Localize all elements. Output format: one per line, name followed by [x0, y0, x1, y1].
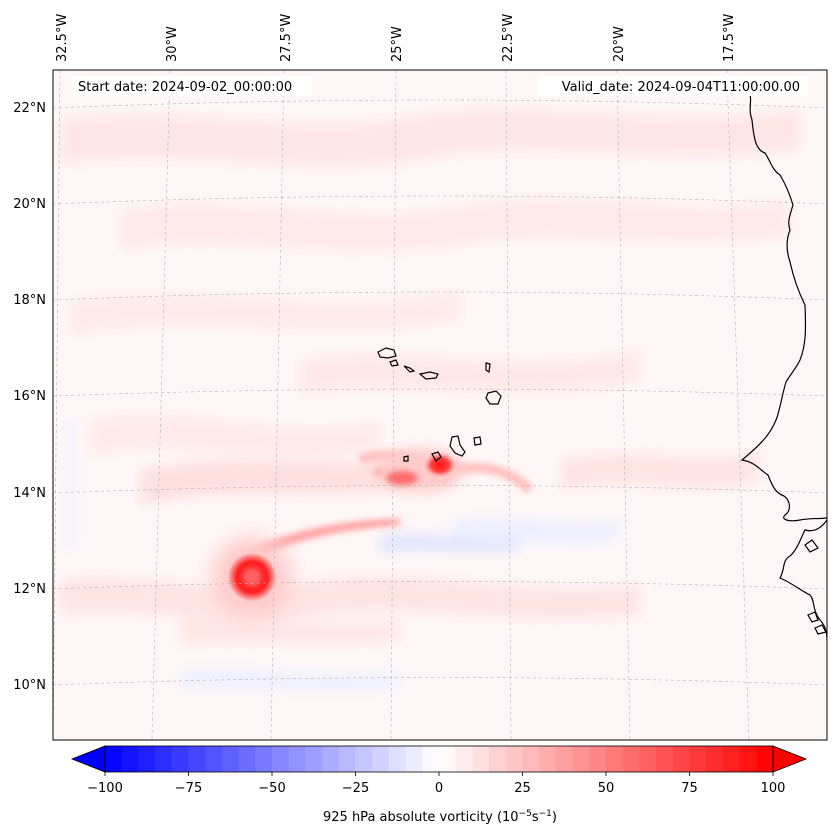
lon-label: 20°W [612, 26, 627, 62]
lat-label: 18°N [13, 293, 46, 308]
colorbar-cell [105, 746, 123, 772]
colorbar-cell [472, 746, 490, 772]
longitude-labels: 32.5°W 30°W 27.5°W 25°W 22.5°W 20°W 17.5… [55, 14, 737, 62]
lon-label: 27.5°W [279, 14, 294, 62]
colorbar-cell [606, 746, 624, 772]
island-sao-nicolau [403, 365, 416, 373]
colorbar-tick-label: 50 [598, 781, 615, 796]
lat-label: 16°N [13, 389, 46, 404]
latitude-labels: 22°N 20°N 18°N 16°N 14°N 12°N 10°N [13, 101, 46, 693]
island-maio [473, 436, 482, 446]
colorbar-tick-label: −100 [87, 781, 123, 796]
start-date-label: Start date: 2024-09-02_00:00:00 [78, 80, 292, 95]
colorbar-cell [405, 746, 423, 772]
colorbar-cell [756, 746, 774, 772]
colorbar-tick-label: −75 [175, 781, 202, 796]
colorbar-cell [355, 746, 373, 772]
colorbar-cell [121, 746, 139, 772]
african-coastline [740, 94, 827, 641]
colorbar-cell [338, 746, 356, 772]
vortex-b[interactable] [375, 448, 465, 492]
colorbar-cell [422, 746, 440, 772]
colorbar-tick-label: 100 [761, 781, 786, 796]
vortex-a[interactable] [212, 537, 292, 617]
colorbar-cell [171, 746, 189, 772]
colorbar-cell [238, 746, 256, 772]
colorbar-cell [689, 746, 707, 772]
colorbar-tick-label: −25 [342, 781, 369, 796]
island-fogo [431, 451, 442, 462]
colorbar-cell [138, 746, 156, 772]
colorbar-cells [105, 746, 774, 772]
lon-label: 32.5°W [55, 14, 70, 62]
lat-label: 22°N [13, 101, 46, 116]
lat-label: 12°N [13, 582, 46, 597]
colorbar-cell [188, 746, 206, 772]
lon-label: 30°W [165, 26, 180, 62]
map-panel[interactable] [53, 70, 827, 740]
lon-label: 22.5°W [501, 14, 516, 62]
vorticity-field [60, 108, 800, 692]
colorbar-cell [539, 746, 557, 772]
colorbar-cell [255, 746, 273, 772]
island-santa-luzia [418, 371, 439, 380]
graticule [53, 70, 827, 740]
colorbar-cell [388, 746, 407, 772]
island-sal [485, 362, 491, 374]
valid-date-box [538, 76, 808, 96]
colorbar-cell [706, 746, 724, 772]
colorbar-cell [555, 746, 574, 772]
colorbar-cell [155, 746, 173, 772]
colorbar-tick-label: 75 [681, 781, 698, 796]
lon-label: 25°W [390, 26, 405, 62]
colorbar-cell [505, 746, 523, 772]
island-santo-antao [377, 347, 397, 359]
start-date-box [72, 76, 312, 96]
valid-date-label: Valid_date: 2024-09-04T11:00:00.00 [562, 80, 800, 95]
lat-label: 14°N [13, 486, 46, 501]
colorbar-tick-label: 0 [435, 781, 443, 796]
colorbar-cell [639, 746, 657, 772]
colorbar-cell [455, 746, 473, 772]
colorbar-cell [489, 746, 507, 772]
map-frame [52, 69, 828, 741]
colorbar-tick-label: 25 [514, 781, 531, 796]
colorbar-arrow-min [70, 745, 106, 773]
cape-verde-islands [377, 347, 502, 462]
colorbar-cell [522, 746, 540, 772]
colorbar-cell [205, 746, 223, 772]
colorbar-tick-label: −50 [258, 781, 285, 796]
island-brava [403, 455, 409, 462]
colorbar-cell [322, 746, 340, 772]
colorbar-cell [622, 746, 640, 772]
colorbar-arrow-max [772, 745, 808, 773]
colorbar-cell [372, 746, 390, 772]
colorbar-cell [439, 746, 457, 772]
colorbar-cell [221, 746, 240, 772]
colorbar-cell [305, 746, 323, 772]
map-background [53, 70, 827, 740]
colorbar-ticks: −100 −75 −50 −25 0 25 50 75 100 [87, 772, 785, 796]
lat-label: 10°N [13, 678, 46, 693]
colorbar-cell [656, 746, 674, 772]
colorbar-cell [288, 746, 306, 772]
island-boa-vista [485, 390, 502, 405]
island-sao-vicente [389, 359, 399, 367]
colorbar-label: 925 hPa absolute vorticity (10−5s−1) [323, 809, 557, 825]
colorbar-cell [572, 746, 590, 772]
colorbar-cell [722, 746, 741, 772]
lat-label: 20°N [13, 197, 46, 212]
colorbar-cell [272, 746, 290, 772]
colorbar-cell [589, 746, 607, 772]
lon-label: 17.5°W [722, 14, 737, 62]
colorbar-cell [672, 746, 690, 772]
island-santiago [449, 435, 466, 457]
colorbar-cell [739, 746, 757, 772]
colorbar: −100 −75 −50 −25 0 25 50 75 100 925 hPa … [70, 745, 808, 825]
